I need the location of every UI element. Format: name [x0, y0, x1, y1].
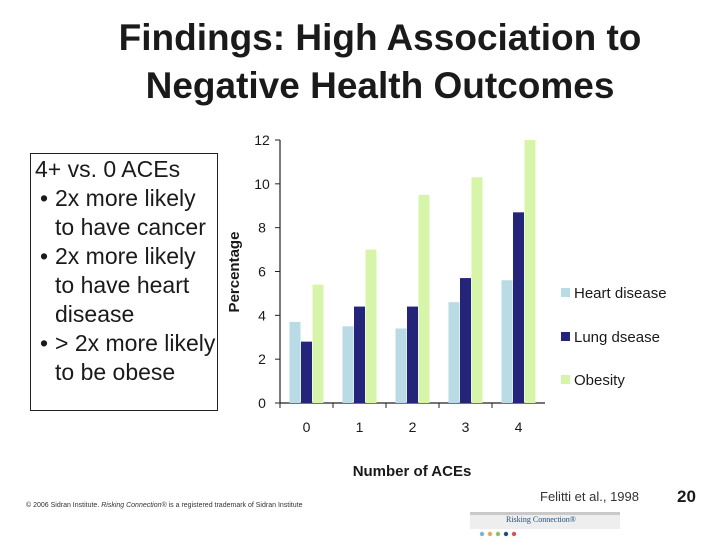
logo-dot [495, 531, 501, 537]
bullet-dot: • [39, 243, 49, 269]
logo-dot [511, 531, 517, 537]
logo-dot [487, 531, 493, 537]
legend-label: Lung dsease [574, 329, 660, 346]
legend-swatch-obesity [561, 375, 570, 384]
bar-heart-disease [395, 328, 407, 403]
x-tick-label: 2 [409, 419, 417, 435]
bullet-text: 2x more likely to have cancer [55, 185, 206, 240]
bullet-heart-disease: • 2x more likely to have heart disease [35, 242, 217, 329]
x-tick-label: 3 [462, 419, 470, 435]
legend-swatch-heart-disease [561, 288, 570, 297]
bullet-text: > 2x more likely to be obese [55, 330, 216, 385]
bullet-dot: • [39, 185, 49, 211]
x-tick-label: 1 [356, 419, 364, 435]
citation: Felitti et al., 1998 [540, 489, 639, 504]
x-tick-label: 4 [515, 419, 523, 435]
copyright-trademark: Risking Connection® [101, 502, 167, 509]
bar-lung-dsease [460, 278, 471, 403]
copyright-suffix: is a registered trademark of Sidran Inst… [166, 502, 303, 509]
bar-heart-disease [501, 280, 513, 403]
logo-graphic [470, 512, 620, 537]
bar-lung-dsease [301, 341, 312, 403]
y-tick-label: 8 [258, 220, 266, 236]
bar-obesity [312, 284, 324, 403]
bar-heart-disease [448, 302, 460, 403]
y-tick-label: 12 [254, 132, 270, 148]
bar-obesity [524, 140, 536, 403]
bar-obesity [418, 194, 430, 403]
x-axis-title: Number of ACEs [353, 463, 472, 480]
slide-title: Findings: High Association to Negative H… [60, 14, 700, 110]
summary-textbox: 4+ vs. 0 ACEs • 2x more likely to have c… [30, 153, 218, 411]
bar-lung-dsease [513, 212, 524, 403]
legend-swatch-lung-dsease [561, 332, 570, 341]
bullet-obesity: • > 2x more likely to be obese [35, 329, 217, 387]
bullet-dot: • [39, 330, 49, 356]
logo-dot [479, 531, 485, 537]
bar-lung-dsease [407, 306, 418, 403]
textbox-heading: 4+ vs. 0 ACEs [35, 156, 181, 182]
title-line-1: Findings: High Association to [118, 17, 642, 58]
legend-label: Heart disease [574, 285, 667, 302]
legend-label: Obesity [574, 372, 625, 389]
bar-obesity [471, 177, 483, 403]
bar-heart-disease [342, 326, 354, 403]
y-axis-title: Percentage [226, 232, 243, 313]
x-tick-label: 0 [303, 419, 311, 435]
bar-lung-dsease [354, 306, 365, 403]
logo-dot [503, 531, 509, 537]
risking-connection-logo: Risking Connection® [470, 512, 620, 538]
copyright-notice: © 2006 Sidran Institute. Risking Connect… [26, 502, 302, 509]
title-line-2: Negative Health Outcomes [145, 65, 615, 106]
bullet-cancer: • 2x more likely to have cancer [35, 184, 217, 242]
logo-text: Risking Connection® [506, 515, 576, 524]
y-tick-label: 2 [258, 351, 266, 367]
bullet-text: 2x more likely to have heart disease [55, 243, 196, 327]
y-tick-label: 4 [258, 307, 266, 323]
slide-number: 20 [677, 487, 696, 506]
y-tick-label: 10 [254, 176, 270, 192]
copyright-prefix: © 2006 Sidran Institute. [26, 502, 102, 509]
logo-band [470, 512, 620, 515]
bar-heart-disease [289, 321, 301, 403]
bar-obesity [365, 249, 377, 403]
y-tick-label: 0 [258, 395, 266, 411]
logo-plate [470, 515, 620, 529]
y-tick-label: 6 [258, 264, 266, 280]
